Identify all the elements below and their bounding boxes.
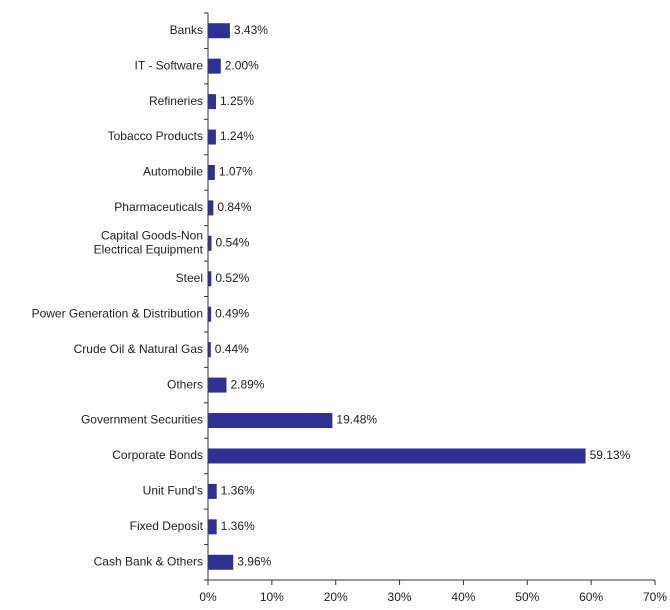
value-label: 59.13% (590, 448, 631, 462)
x-tick-label: 40% (451, 590, 475, 604)
bar (208, 306, 212, 322)
value-label: 2.89% (230, 377, 264, 391)
y-tick-label: Automobile (143, 165, 203, 179)
y-tick-label: Steel (176, 271, 203, 285)
x-tick-label: 10% (260, 590, 284, 604)
x-tick-label: 70% (643, 590, 667, 604)
value-label: 3.43% (234, 23, 268, 37)
bar (208, 519, 217, 535)
bar (208, 448, 586, 464)
y-tick-label: Tobacco Products (108, 129, 203, 143)
y-tick-label: Pharmaceuticals (114, 200, 203, 214)
y-tick-label: Crude Oil & Natural Gas (74, 342, 203, 356)
x-tick-label: 60% (579, 590, 603, 604)
value-label: 0.54% (215, 236, 249, 250)
value-label: 0.52% (215, 271, 249, 285)
x-tick-label: 20% (324, 590, 348, 604)
bar (208, 164, 215, 180)
bar (208, 377, 227, 393)
value-label: 1.36% (221, 519, 255, 533)
bar (208, 23, 230, 39)
x-tick-label: 30% (388, 590, 412, 604)
value-label: 1.25% (220, 94, 254, 108)
y-tick-label: Government Securities (81, 413, 203, 427)
x-tick-label: 50% (515, 590, 539, 604)
x-tick-label: 0% (199, 590, 217, 604)
value-label: 1.24% (220, 129, 254, 143)
bar (208, 554, 234, 570)
bar (208, 200, 214, 216)
bar (208, 342, 211, 358)
y-tick-label: Fixed Deposit (130, 519, 204, 533)
y-tick-label: Corporate Bonds (112, 448, 203, 462)
bar (208, 413, 333, 429)
y-tick-label: Capital Goods-Non Electrical Equipment (94, 229, 204, 257)
y-tick-label: Refineries (149, 94, 203, 108)
value-label: 1.36% (221, 484, 255, 498)
value-label: 0.49% (215, 306, 249, 320)
value-label: 3.96% (237, 554, 271, 568)
value-label: 2.00% (225, 58, 259, 72)
y-tick-label: Cash Bank & Others (94, 554, 203, 568)
value-label: 19.48% (336, 413, 377, 427)
bar (208, 94, 216, 110)
value-label: 0.84% (217, 200, 251, 214)
bar (208, 129, 216, 145)
value-label: 1.07% (219, 165, 253, 179)
value-label: 0.44% (215, 342, 249, 356)
y-tick-label: IT - Software (135, 58, 204, 72)
y-tick-label: Banks (170, 23, 203, 37)
bar (208, 271, 212, 287)
y-tick-label: Power Generation & Distribution (32, 306, 203, 320)
bar (208, 235, 212, 251)
bar (208, 483, 217, 499)
bar (208, 58, 221, 74)
y-tick-label: Others (167, 377, 203, 391)
y-tick-label: Unit Fund's (143, 484, 203, 498)
